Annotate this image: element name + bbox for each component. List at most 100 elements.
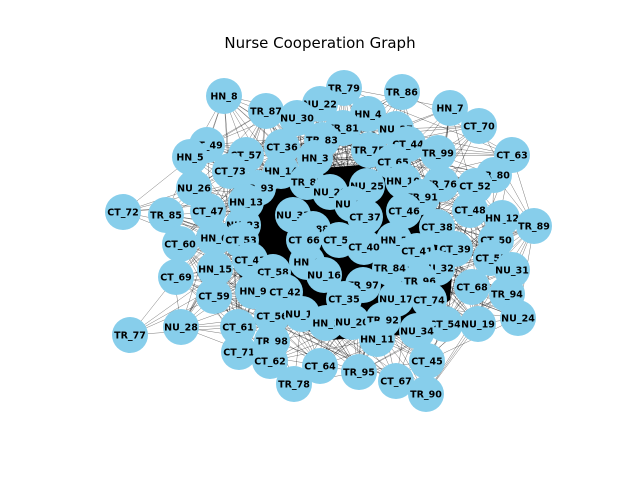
node-label: TR_99: [422, 149, 454, 160]
node-label: NU_30: [280, 114, 314, 125]
node-label: CT_61: [222, 323, 253, 334]
node-hn-7: HN_7: [432, 90, 468, 126]
node-circle: [158, 259, 194, 295]
node-tr-99: TR_99: [420, 135, 456, 171]
node-label: CT_44: [392, 140, 424, 151]
node-label: NU_26: [177, 184, 211, 195]
node-label: HN_6: [200, 234, 228, 245]
node-label: TR_91: [406, 193, 438, 204]
node-label: TR_89: [518, 222, 550, 233]
node-label: TR_75: [353, 146, 385, 157]
node-ct-47: CT_47: [190, 193, 226, 229]
node-circle: [427, 306, 463, 342]
node-hn-9: HN_9: [235, 273, 271, 309]
node-label: CT_59: [198, 292, 229, 303]
node-ct-56: CT_56: [254, 298, 290, 334]
node-circle: [148, 197, 184, 233]
node-hn-15: HN_15: [197, 251, 233, 287]
node-label: CT_36: [266, 143, 298, 154]
node-circle: [105, 194, 141, 230]
node-label: CT_52: [459, 182, 490, 193]
node-label: HN_1: [312, 319, 339, 330]
node-ct-45: CT_45: [409, 343, 445, 379]
node-label: CT_73: [214, 167, 245, 178]
graph-title: Nurse Cooperation Graph: [224, 34, 416, 52]
node-label: NU_25: [350, 182, 384, 193]
node-circle: [279, 100, 315, 136]
node-circle: [452, 192, 488, 228]
node-label: HN_8: [210, 92, 238, 103]
node-label: NU_33: [276, 211, 310, 222]
node-nu-16: NU_16: [306, 257, 342, 293]
node-label: CT_55: [475, 254, 506, 265]
node-circle: [196, 220, 232, 256]
node-ct-72: CT_72: [105, 194, 141, 230]
node-label: TR_92: [367, 316, 399, 327]
node-label: CT_38: [421, 223, 453, 234]
node-label: NU_32: [420, 264, 454, 275]
node-label: HN_4: [354, 110, 382, 121]
node-ct-60: CT_60: [162, 226, 198, 262]
node-label: TR_76: [425, 180, 457, 191]
node-label: TR_84: [374, 264, 406, 275]
node-circle: [460, 306, 496, 342]
node-circle: [162, 226, 198, 262]
node-label: NU_16: [307, 271, 341, 282]
node-label: TR_94: [491, 290, 523, 301]
node-label: CT_45: [411, 357, 442, 368]
node-label: CT_67: [380, 377, 411, 388]
node-circle: [252, 343, 288, 379]
node-label: TR_98: [256, 337, 288, 348]
node-hn-8: HN_8: [206, 78, 242, 114]
node-nu-28: NU_28: [163, 309, 199, 345]
node-circle: [172, 139, 208, 175]
node-label: NU_18: [285, 310, 319, 321]
node-label: CT_65: [377, 158, 408, 169]
node-label: CT_64: [304, 362, 336, 373]
node-circle: [386, 193, 422, 229]
node-label: TR_82: [291, 178, 323, 189]
node-label: HN_2: [380, 236, 407, 247]
node-ct-40: CT_40: [346, 229, 382, 265]
node-tr-86: TR_86: [384, 74, 420, 110]
node-hn-6: HN_6: [196, 220, 232, 256]
node-label: HN_12: [485, 214, 519, 225]
node-label: CT_60: [164, 240, 196, 251]
node-label: CT_72: [107, 208, 138, 219]
node-label: CT_58: [257, 268, 289, 279]
node-ct-37: CT_37: [347, 199, 383, 235]
node-label: HN_5: [176, 153, 203, 164]
node-label: HN_14: [264, 167, 298, 178]
node-circle: [461, 108, 497, 144]
node-circle: [308, 305, 344, 341]
node-ct-62: CT_62: [252, 343, 288, 379]
node-ct-69: CT_69: [158, 259, 194, 295]
node-label: TR_83: [306, 136, 338, 147]
node-circle: [197, 251, 233, 287]
node-label: NU_20: [335, 318, 369, 329]
node-circle: [112, 317, 148, 353]
node-label: CT_46: [388, 207, 420, 218]
node-label: CT_66: [288, 236, 320, 247]
node-ct-48: CT_48: [452, 192, 488, 228]
node-circle: [454, 269, 490, 305]
node-label: HN_9: [239, 287, 266, 298]
node-circle: [221, 334, 257, 370]
node-label: CT_57: [230, 151, 261, 162]
node-ct-73: CT_73: [212, 153, 248, 189]
node-tr-90: TR_90: [408, 376, 444, 412]
node-label: CT_68: [456, 283, 488, 294]
node-ct-54: CT_54: [427, 306, 463, 342]
node-label: HN_10: [386, 177, 420, 188]
node-circle: [196, 278, 232, 314]
node-circle: [276, 366, 312, 402]
node-label: CT_40: [348, 243, 380, 254]
node-ct-68: CT_68: [454, 269, 490, 305]
node-circle: [384, 74, 420, 110]
node-ct-64: CT_64: [302, 348, 338, 384]
node-label: NU_34: [400, 327, 434, 338]
node-label: HN_7: [436, 104, 463, 115]
node-label: NU_31: [495, 266, 529, 277]
node-ct-70: CT_70: [461, 108, 497, 144]
node-label: NU_28: [164, 323, 198, 334]
